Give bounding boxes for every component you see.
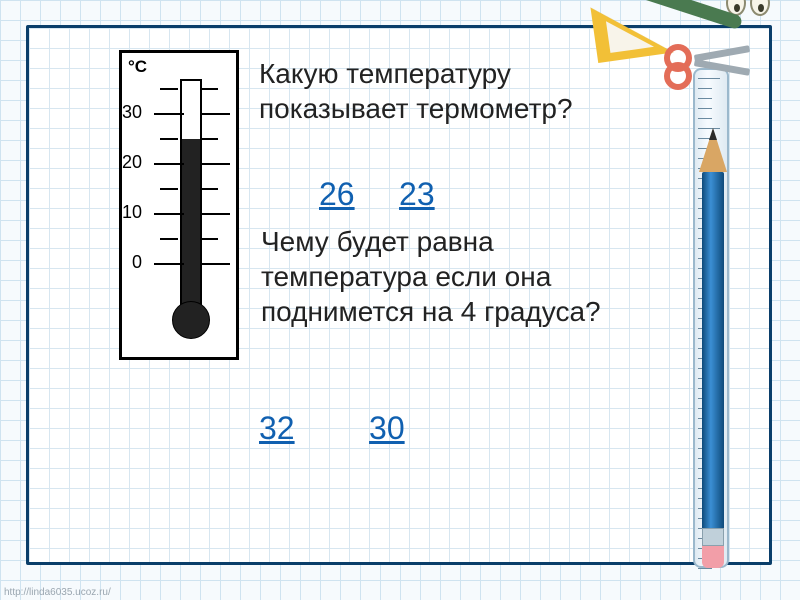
thermometer-tick-label: 0 (112, 252, 142, 273)
answer-32[interactable]: 32 (259, 410, 295, 447)
thermometer: °C 3020100 (119, 50, 239, 360)
school-supplies-decoration (584, 0, 774, 98)
answer-23[interactable]: 23 (399, 176, 435, 213)
answer-30[interactable]: 30 (369, 410, 405, 447)
thermometer-tick-label: 30 (112, 102, 142, 123)
thermometer-unit: °C (128, 57, 147, 77)
footer-source-url: http://linda6035.ucoz.ru/ (4, 587, 111, 598)
question-1-answers: 26 23 (319, 176, 475, 213)
thermometer-tick-label: 20 (112, 152, 142, 173)
question-2-answers: 32 30 (259, 410, 445, 447)
question-1-text: Какую температуру показывает термометр? (259, 56, 589, 126)
thermometer-bulb (172, 301, 210, 339)
scissors-icon (664, 36, 754, 86)
thermometer-tick-label: 10 (112, 202, 142, 223)
question-2-text: Чему будет равна температура если она по… (261, 224, 611, 329)
pencil-decoration (702, 128, 724, 568)
content-card: °C 3020100 Какую температуру показывает … (26, 25, 772, 565)
answer-26[interactable]: 26 (319, 176, 355, 213)
thermometer-fill (182, 139, 200, 309)
